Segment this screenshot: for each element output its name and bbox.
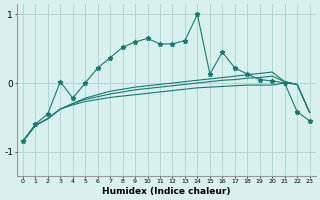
X-axis label: Humidex (Indice chaleur): Humidex (Indice chaleur) xyxy=(102,187,230,196)
